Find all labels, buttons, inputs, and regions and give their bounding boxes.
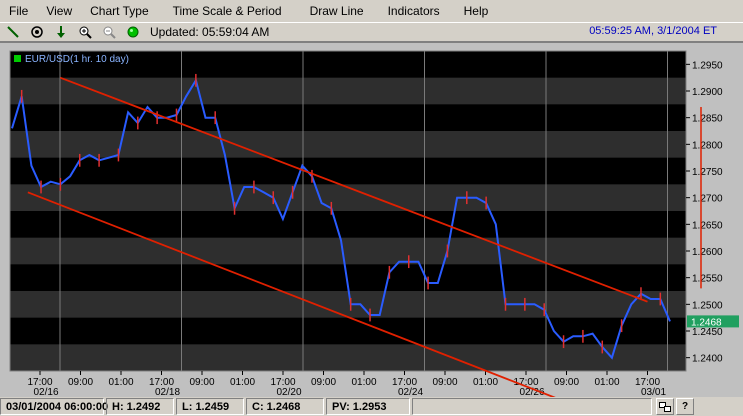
legend-swatch [14, 55, 21, 62]
y-tick-label: 1.2900 [692, 87, 723, 98]
live-status-icon [122, 23, 144, 41]
grid-band [10, 344, 686, 371]
updated-time: Updated: 05:59:04 AM [150, 25, 270, 39]
price-chart[interactable]: 1.2400 1.2450 1.2500 1.2550 1.2600 1.2650 1.27… [0, 43, 743, 398]
chart-title: EUR/USD(1 hr. 10 day) [25, 54, 129, 65]
chart-area[interactable]: 1.2400 1.2450 1.2500 1.2550 1.2600 1.2650 1.27… [0, 42, 743, 398]
status-date: 03/01/2004 06:00:00 [0, 398, 108, 415]
zoom-in-icon[interactable] [74, 23, 96, 41]
y-tick-label: 1.2500 [692, 300, 723, 311]
x-tick-label: 01:00 [351, 377, 376, 388]
menu-file[interactable]: File [9, 4, 29, 18]
zoom-out-icon[interactable] [98, 23, 120, 41]
grid-band [10, 237, 686, 265]
grid-band [10, 184, 686, 211]
plot-border [9, 50, 687, 372]
x-tick-label: 17:00 [392, 377, 417, 388]
status-empty [412, 398, 652, 415]
menu-view[interactable]: View [46, 4, 73, 18]
x-date-label: 03/01 [641, 387, 666, 398]
status-high: H: 1.2492 [106, 398, 174, 415]
grid-band [10, 131, 686, 158]
menu-draw-line[interactable]: Draw Line [309, 4, 364, 18]
x-tick-label: 01:00 [473, 377, 498, 388]
x-tick-label: 01:00 [594, 377, 619, 388]
draw-line-icon[interactable] [2, 23, 24, 41]
current-clock: 05:59:25 AM, 3/1/2004 ET [589, 25, 717, 37]
y-tick-label: 1.2850 [692, 114, 723, 125]
y-tick-label: 1.2400 [692, 354, 723, 365]
channel-line [59, 76, 648, 303]
toolbar: Updated: 05:59:04 AM 05:59:25 AM, 3/1/20… [0, 22, 743, 42]
x-tick-label: 17:00 [27, 377, 52, 388]
x-tick-label: 09:00 [554, 377, 579, 388]
y-tick-label: 1.2800 [692, 140, 723, 151]
x-tick-label: 09:00 [68, 377, 93, 388]
x-tick-label: 17:00 [635, 377, 660, 388]
menu-help[interactable]: Help [463, 4, 489, 18]
x-tick-label: 17:00 [270, 377, 295, 388]
x-date-label: 02/18 [155, 387, 180, 398]
x-tick-label: 01:00 [108, 377, 133, 388]
x-tick-label: 17:00 [513, 377, 538, 388]
x-date-label: 02/20 [276, 387, 301, 398]
x-tick-label: 01:00 [230, 377, 255, 388]
last-price-label: 1.2468 [691, 317, 722, 328]
y-tick-label: 1.2650 [692, 220, 723, 231]
last-price-badge [687, 315, 739, 328]
price-series-line [11, 77, 671, 360]
arrow-down-icon[interactable] [50, 23, 72, 41]
y-tick-label: 1.2450 [692, 327, 723, 338]
grid-band [10, 291, 686, 318]
y-tick-label: 1.2950 [692, 60, 723, 71]
status-close: C: 1.2468 [246, 398, 324, 415]
x-tick-label: 09:00 [189, 377, 214, 388]
menu-time-scale[interactable]: Time Scale & Period [172, 4, 282, 18]
window-tile-icon[interactable] [656, 398, 674, 415]
y-tick-label: 1.2700 [692, 194, 723, 205]
menu-indicators[interactable]: Indicators [387, 4, 440, 18]
y-tick-label: 1.2600 [692, 247, 723, 258]
x-tick-label: 09:00 [311, 377, 336, 388]
y-tick-label: 1.2750 [692, 167, 723, 178]
status-low: L: 1.2459 [176, 398, 244, 415]
help-icon[interactable]: ? [676, 398, 694, 415]
x-date-label: 02/16 [33, 387, 58, 398]
status-bar: 03/01/2004 06:00:00 H: 1.2492 L: 1.2459 … [0, 397, 743, 416]
x-tick-label: 17:00 [149, 377, 174, 388]
x-date-label: 02/24 [398, 387, 423, 398]
target-icon[interactable] [26, 23, 48, 41]
x-date-label: 02/26 [519, 387, 544, 398]
x-tick-label: 09:00 [432, 377, 457, 388]
menu-chart-type[interactable]: Chart Type [90, 4, 149, 18]
channel-line [27, 191, 559, 398]
status-pv: PV: 1.2953 [326, 398, 410, 415]
menu-bar: File View Chart Type Time Scale & Period… [0, 0, 743, 22]
grid-band [10, 77, 686, 105]
y-tick-label: 1.2550 [692, 274, 723, 285]
